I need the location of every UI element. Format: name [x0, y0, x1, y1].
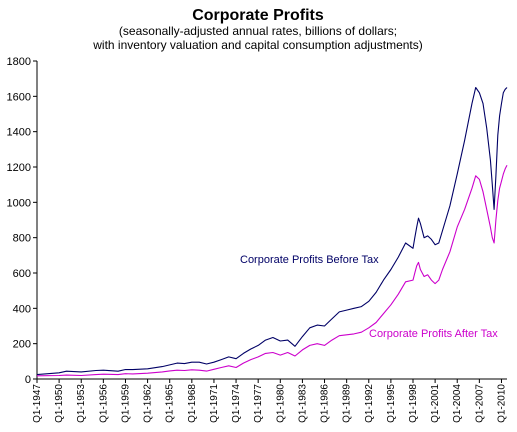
x-tick-label: Q1-1992 [364, 384, 375, 423]
x-tick-label: Q1-2010 [496, 384, 507, 423]
series-layer [36, 86, 508, 377]
x-tick-label: Q1-1956 [98, 384, 109, 423]
x-tick-label: Q1-1989 [342, 384, 353, 423]
chart-title: Corporate Profits [192, 7, 324, 24]
chart-subtitle-line-1: (seasonally-adjusted annual rates, billi… [119, 24, 397, 38]
y-tick-label: 600 [13, 268, 31, 280]
x-tick-label: Q1-1983 [297, 384, 308, 423]
series-line-before-tax [36, 86, 508, 376]
y-tick-label: 400 [13, 303, 31, 315]
x-tick-label: Q1-1995 [386, 384, 397, 423]
series-label-after-tax: Corporate Profits After Tax [369, 328, 498, 340]
series-line-after-tax [36, 164, 508, 377]
y-axis: 0 200 400 600 800 1000 1200 1400 1600 1800 [7, 56, 38, 386]
y-tick-label: 1600 [7, 91, 31, 103]
x-tick-label: Q1-1968 [187, 384, 198, 423]
x-tick-label: Q1-1947 [32, 384, 43, 423]
y-tick-label: 1200 [7, 162, 31, 174]
y-tick-label: 200 [13, 339, 31, 351]
x-tick-label: Q1-1986 [320, 384, 331, 423]
x-tick-label: Q1-1959 [120, 384, 131, 423]
y-tick-label: 0 [25, 374, 31, 386]
y-tick-label: 1400 [7, 127, 31, 139]
y-tick-label: 1800 [7, 56, 31, 68]
y-tick-label: 1000 [7, 197, 31, 209]
x-tick-label: Q1-1965 [165, 384, 176, 423]
x-tick-label: Q1-1971 [209, 384, 220, 423]
x-tick-label: Q1-1953 [76, 384, 87, 423]
x-tick-label: Q1-1980 [275, 384, 286, 423]
x-tick-label: Q1-1962 [143, 384, 154, 423]
x-tick-label: Q1-1977 [253, 384, 264, 423]
x-tick-label: Q1-1950 [54, 384, 65, 423]
x-axis: Q1-1947 Q1-1950 Q1-1953 Q1-1956 Q1-1959 Q1-19… [32, 378, 507, 423]
x-tick-label: Q1-1974 [231, 384, 242, 423]
x-tick-label: Q1-1998 [408, 384, 419, 423]
y-tick-label: 800 [13, 233, 31, 245]
chart-subtitle-line-2: with inventory valuation and capital con… [92, 38, 423, 52]
series-label-before-tax: Corporate Profits Before Tax [240, 254, 379, 266]
x-tick-label: Q1-2004 [452, 384, 463, 423]
x-tick-label: Q1-2001 [430, 384, 441, 423]
x-tick-label: Q1-2007 [474, 384, 485, 423]
